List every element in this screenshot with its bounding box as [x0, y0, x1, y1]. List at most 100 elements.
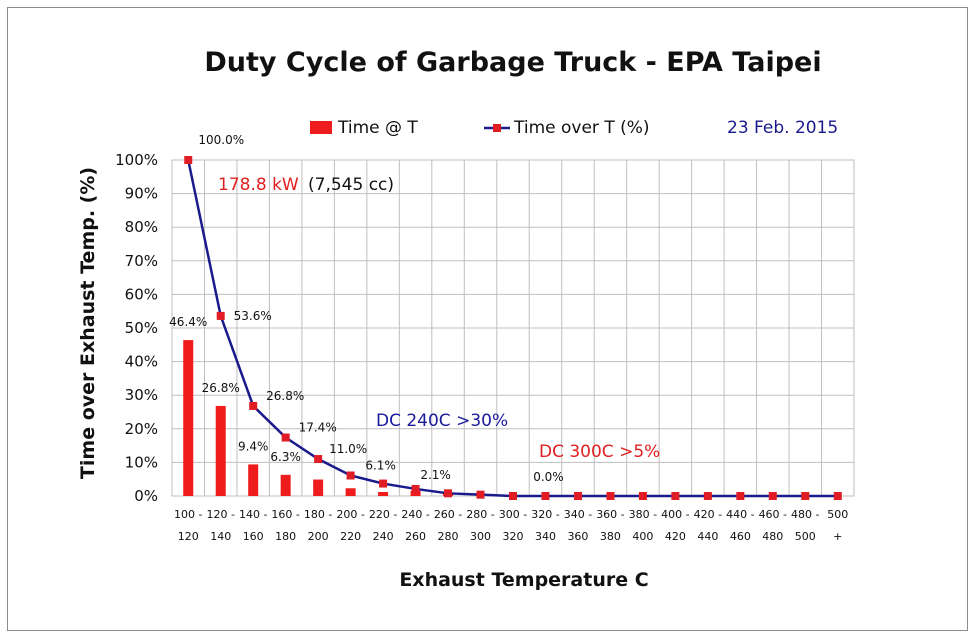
bar — [345, 488, 356, 496]
x-tick-label-top: 380 - — [629, 508, 657, 521]
annotation-displacement: (7,545 cc) — [308, 175, 394, 195]
x-tick-label-top: 480 - — [791, 508, 819, 521]
y-tick-label: 60% — [125, 285, 158, 303]
y-tick-label: 40% — [125, 353, 158, 371]
x-tick-label-top: 100 - — [174, 508, 202, 521]
x-tick-label-top: 180 - — [304, 508, 332, 521]
x-tick-label-bottom: 400 — [632, 530, 653, 543]
x-tick-label-top: 320 - — [531, 508, 559, 521]
bar — [215, 405, 226, 496]
x-axis-ticks: 100 - 120 120 - 140 140 - 160 160 - 180 180 - 200… — [174, 508, 848, 543]
x-tick-label-top: 460 - — [759, 508, 787, 521]
line-data-label: 100.0% — [198, 133, 244, 147]
x-tick-label-top: 160 - — [271, 508, 299, 521]
line-marker — [184, 156, 193, 164]
bar — [410, 490, 421, 496]
x-tick-label-top: 360 - — [596, 508, 624, 521]
x-tick-label-bottom: 180 — [275, 530, 296, 543]
x-tick-label-top: 440 - — [726, 508, 754, 521]
line-data-label: 6.1% — [365, 459, 396, 473]
y-tick-label: 30% — [125, 386, 158, 404]
bar — [378, 491, 389, 496]
x-tick-label-bottom: 380 — [600, 530, 621, 543]
x-tick-label-top: 340 - — [564, 508, 592, 521]
x-tick-label-bottom: + — [833, 530, 842, 543]
line-marker — [379, 479, 388, 488]
y-tick-label: 70% — [125, 252, 158, 270]
x-axis-title: Exhaust Temperature C — [399, 569, 648, 591]
bar-data-label: 9.4% — [238, 439, 269, 453]
x-tick-label-top: 420 - — [694, 508, 722, 521]
x-tick-label-bottom: 360 — [567, 530, 588, 543]
line-data-label: 11.0% — [329, 442, 367, 456]
line-data-label: 53.6% — [234, 309, 272, 323]
bar-data-label: 26.8% — [202, 381, 240, 395]
bar — [248, 464, 259, 496]
x-tick-label-bottom: 320 — [503, 530, 524, 543]
chart-date: 23 Feb. 2015 — [727, 118, 838, 138]
legend-bar-swatch — [310, 121, 332, 134]
line-marker — [736, 492, 745, 500]
line-marker — [411, 484, 420, 493]
line-marker — [314, 455, 323, 464]
x-tick-label-top: 280 - — [466, 508, 494, 521]
y-tick-label: 80% — [125, 218, 158, 236]
line-marker — [638, 492, 647, 500]
annotation-dc240: DC 240C >30% — [376, 411, 508, 431]
y-axis-title: Time over Exhaust Temp. (%) — [77, 167, 99, 479]
bar — [313, 479, 324, 496]
legend-line-marker — [493, 124, 501, 132]
x-tick-label-top: 140 - — [239, 508, 267, 521]
bar-data-label: 6.3% — [270, 450, 301, 464]
line-marker — [281, 433, 290, 442]
x-tick-label-top: 260 - — [434, 508, 462, 521]
x-tick-label-bottom: 440 — [697, 530, 718, 543]
bar — [280, 474, 291, 496]
line-marker — [703, 492, 712, 500]
line-marker — [768, 492, 777, 500]
x-tick-label-bottom: 120 — [178, 530, 199, 543]
line-marker — [606, 492, 615, 500]
chart-title: Duty Cycle of Garbage Truck - EPA Taipei — [204, 47, 821, 78]
x-tick-label-bottom: 260 — [405, 530, 426, 543]
x-tick-label-bottom: 480 — [762, 530, 783, 543]
y-tick-label: 0% — [134, 487, 158, 505]
x-tick-label-bottom: 140 — [210, 530, 231, 543]
grid — [172, 159, 854, 497]
x-tick-label-top: 500 — [827, 508, 848, 521]
annotation-power: 178.8 kW — [218, 175, 299, 195]
line-marker — [249, 401, 258, 410]
y-tick-label: 20% — [125, 420, 158, 438]
x-tick-label-bottom: 300 — [470, 530, 491, 543]
x-tick-label-bottom: 340 — [535, 530, 556, 543]
x-tick-label-top: 300 - — [499, 508, 527, 521]
line-marker — [444, 489, 453, 498]
line-marker — [346, 471, 355, 480]
line-marker — [509, 492, 517, 500]
x-tick-label-top: 120 - — [206, 508, 234, 521]
line-series — [184, 156, 842, 500]
line-marker — [541, 492, 550, 500]
line-marker — [671, 492, 680, 500]
line-marker — [573, 492, 582, 500]
legend: Time @ T Time over T (%) — [310, 118, 650, 138]
x-tick-label-bottom: 420 — [665, 530, 686, 543]
y-tick-label: 10% — [125, 453, 158, 471]
annotation-dc300: DC 300C >5% — [539, 442, 660, 462]
x-tick-label-bottom: 280 — [438, 530, 459, 543]
x-tick-label-bottom: 200 — [308, 530, 329, 543]
y-tick-label: 90% — [125, 185, 158, 203]
x-tick-label-bottom: 240 — [373, 530, 394, 543]
line-marker — [801, 492, 810, 500]
y-tick-label: 100% — [115, 151, 158, 169]
line-data-label: 0.0% — [533, 470, 564, 484]
line-marker — [833, 492, 842, 500]
x-tick-label-bottom: 160 — [243, 530, 264, 543]
legend-line-label: Time over T (%) — [513, 118, 650, 138]
x-tick-label-bottom: 500 — [795, 530, 816, 543]
line-marker — [216, 311, 225, 320]
bar — [183, 340, 194, 496]
x-tick-label-bottom: 460 — [730, 530, 751, 543]
bar-data-label: 46.4% — [169, 315, 207, 329]
